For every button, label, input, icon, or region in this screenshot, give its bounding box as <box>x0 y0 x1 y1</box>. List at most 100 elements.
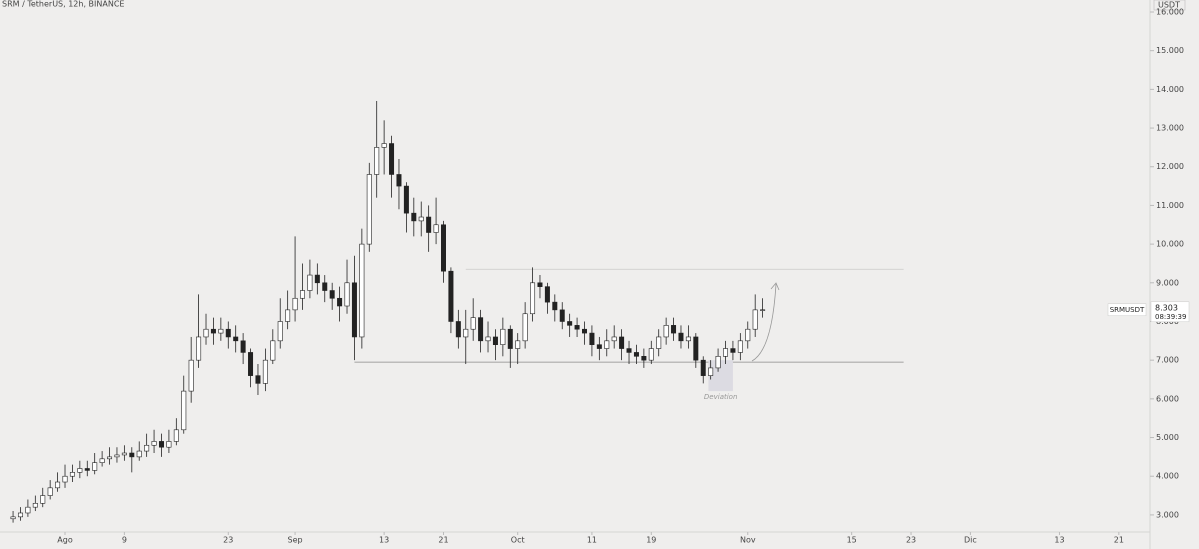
candle-body <box>77 468 83 473</box>
candle-body <box>84 468 90 471</box>
candle-body <box>17 512 23 518</box>
x-tick-label: 21 <box>438 536 448 545</box>
y-tick-label: 13.000 <box>1156 124 1184 133</box>
candle-body <box>121 452 127 456</box>
candle-body <box>700 359 706 376</box>
candle-body <box>129 452 135 458</box>
y-tick-label: 6.000 <box>1156 394 1179 403</box>
candle-body <box>225 328 231 338</box>
candle-body <box>485 336 491 342</box>
candle-body <box>440 224 446 272</box>
candle-body <box>248 352 254 376</box>
candle-body <box>307 274 313 291</box>
candle-body <box>448 270 454 322</box>
x-tick-label: Sep <box>288 536 303 545</box>
candle-body <box>166 441 172 448</box>
candle-body <box>500 328 506 345</box>
candle-body <box>492 336 498 345</box>
candle-body <box>544 286 550 303</box>
currency: USDT <box>1158 1 1180 10</box>
candle-body <box>693 336 699 361</box>
candle-body <box>151 441 157 446</box>
x-tick-label: 9 <box>122 536 127 545</box>
candle-body <box>270 340 276 361</box>
candle-body <box>47 487 53 496</box>
y-tick-label: 4.000 <box>1156 472 1179 481</box>
marks: Ago 9 23 Sep 13 21 Oct 11 19 Nov 15 23 Dic 13 21 Deviat… <box>10 11 1154 545</box>
candle-body <box>196 336 202 361</box>
x-tick-label: Oct <box>511 536 525 545</box>
x-tick-label: Ago <box>57 536 73 545</box>
candle-body <box>507 328 513 349</box>
candle-body <box>552 301 558 311</box>
candle-body <box>344 282 350 307</box>
candle-body <box>69 472 75 477</box>
candle-body <box>210 328 216 334</box>
candle-body <box>574 325 580 330</box>
candle-body <box>633 352 639 357</box>
candle-body <box>322 282 328 291</box>
candle-body <box>292 297 298 311</box>
candle-body <box>381 143 387 148</box>
candle-body <box>10 516 16 520</box>
candle-body <box>589 332 595 345</box>
candle-body <box>218 328 224 334</box>
candle-body <box>62 475 68 483</box>
candle-body <box>730 348 736 353</box>
candle-body <box>136 450 142 458</box>
candle-body <box>596 344 602 349</box>
x-tick-label: 21 <box>1114 536 1124 545</box>
countdown: 08:39:39 <box>1155 313 1186 321</box>
candle-body <box>158 441 164 448</box>
candle-body <box>351 282 357 338</box>
candle-body <box>708 367 714 376</box>
candle-body <box>515 340 521 349</box>
candle-body <box>581 328 587 334</box>
candle-body <box>329 290 335 299</box>
candle-body <box>626 348 632 353</box>
candle-body <box>671 325 677 334</box>
candle-body <box>522 313 528 342</box>
candle-body <box>715 355 721 369</box>
y-tick-label: 7.000 <box>1156 356 1179 365</box>
candle-body <box>463 328 469 338</box>
candle-body <box>366 174 372 245</box>
candle-body <box>470 317 476 330</box>
x-tick-label: 11 <box>587 536 597 545</box>
candle-body <box>55 481 61 489</box>
candle-body <box>99 458 105 463</box>
projection-arrow <box>751 282 780 362</box>
x-tick-label: 23 <box>906 536 916 545</box>
x-tick-label: Nov <box>740 536 756 545</box>
candle-body <box>737 340 743 353</box>
symbol-box <box>1107 303 1147 317</box>
candle-body <box>299 290 305 299</box>
candle-body <box>530 282 536 315</box>
candle-body <box>277 321 283 342</box>
y-tick-label: 10.000 <box>1156 240 1184 249</box>
candle-body <box>426 216 432 233</box>
candle-body <box>32 503 38 508</box>
candle-body <box>188 359 194 392</box>
candle-body <box>537 282 543 287</box>
price-box <box>1150 301 1190 323</box>
y-tick-label: 5.000 <box>1156 433 1179 442</box>
candle-body <box>723 348 729 357</box>
candle-body <box>337 297 343 307</box>
candle-body <box>641 355 647 361</box>
x-tick-label: 15 <box>847 536 857 545</box>
candle-body <box>181 390 187 431</box>
candle-body <box>648 348 654 361</box>
candle-body <box>403 185 409 214</box>
candle-body <box>455 321 461 338</box>
candle-body <box>92 462 98 471</box>
candle-body <box>567 321 573 326</box>
candle-body <box>233 336 239 342</box>
candle-body <box>25 506 31 514</box>
candle-body <box>418 216 424 222</box>
annotation: Deviation <box>704 393 737 401</box>
y-tick-label: 9.000 <box>1156 278 1179 287</box>
